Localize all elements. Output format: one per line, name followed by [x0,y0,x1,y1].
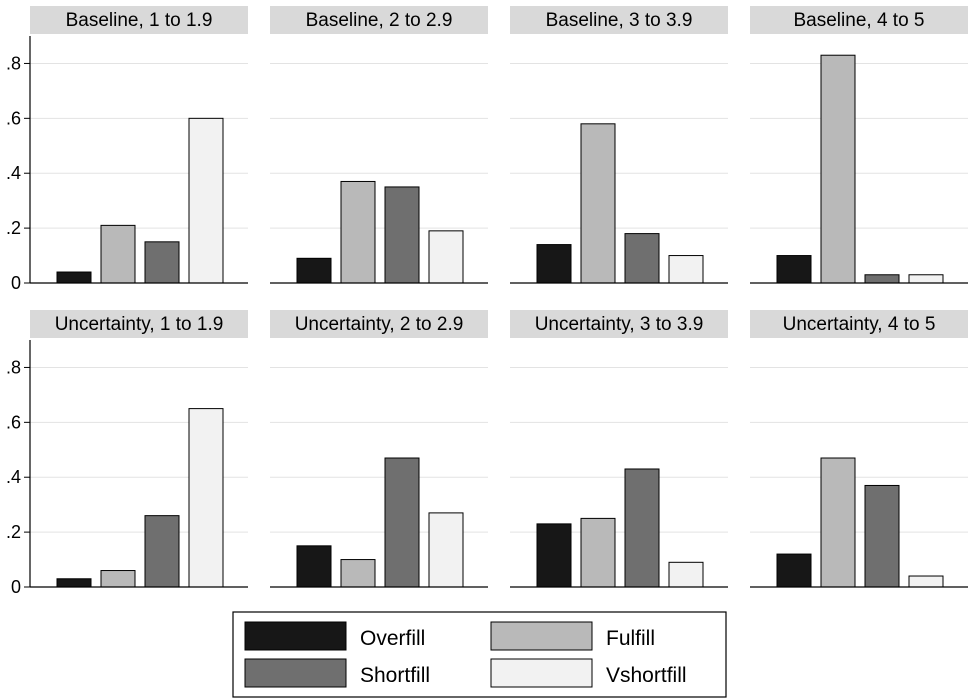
y-tick-label: .2 [6,522,21,542]
legend-swatch-fulfill [490,621,593,651]
panel-3: Baseline, 3 to 3.9 [510,6,728,284]
legend-swatch-vshortfill [490,658,593,688]
bar-vshortfill [908,575,944,588]
bar-overfill [536,244,572,284]
bar-shortfill [144,515,180,588]
y-tick-label: .4 [6,163,21,183]
legend-label-overfill: Overfill [360,627,425,650]
legend-swatch-overfill [244,621,347,651]
bar-fulfill [580,123,616,284]
panel-header [270,310,488,338]
bar-fulfill [340,180,376,284]
bar-shortfill [384,186,420,284]
panel-title: Baseline, 2 to 2.9 [306,10,453,31]
panel-6: Uncertainty, 2 to 2.9 [270,310,488,588]
bar-fulfill [580,517,616,588]
bar-overfill [56,578,92,588]
bar-shortfill [144,241,180,284]
panel-header [30,310,248,338]
bar-vshortfill [428,230,464,284]
bar-overfill [776,255,812,284]
y-tick-label: .6 [6,412,21,432]
panel-2: Baseline, 2 to 2.9 [270,6,488,284]
panel-title: Baseline, 3 to 3.9 [546,10,693,31]
bar-overfill [296,545,332,588]
legend-label-vshortfill: Vshortfill [606,664,687,687]
panel-header [30,6,248,34]
panel-7: Uncertainty, 3 to 3.9 [510,310,728,588]
bar-shortfill [624,468,660,588]
panel-title: Uncertainty, 4 to 5 [783,314,936,335]
bar-vshortfill [188,117,224,284]
panel-header [510,310,728,338]
panel-title: Baseline, 4 to 5 [794,10,925,31]
bar-vshortfill [668,255,704,284]
panel-header [750,6,968,34]
panel-1: Baseline, 1 to 1.9 .8 .6 .4 .2 0 [6,6,248,293]
panel-header [750,310,968,338]
bar-vshortfill [668,561,704,588]
y-tick-label: 0 [11,273,21,293]
legend-label-shortfill: Shortfill [360,664,430,687]
bar-shortfill [624,233,660,284]
bar-vshortfill [428,512,464,588]
bar-shortfill [384,457,420,588]
bar-fulfill [340,559,376,588]
bar-fulfill [820,54,856,284]
y-tick-label: .4 [6,467,21,487]
y-tick-label: 0 [11,577,21,597]
y-tick-label: .2 [6,218,21,238]
y-tick-label: .6 [6,108,21,128]
panel-8: Uncertainty, 4 to 5 [750,310,968,588]
panel-title: Uncertainty, 1 to 1.9 [55,314,224,335]
bar-fulfill [100,570,136,588]
panel-title: Uncertainty, 3 to 3.9 [535,314,704,335]
bar-shortfill [864,484,900,588]
legend-label-fulfill: Fulfill [606,627,655,650]
y-tick-label: .8 [6,53,21,73]
bar-overfill [536,523,572,588]
bar-vshortfill [188,408,224,588]
y-tick-label: .8 [6,357,21,377]
panel-header [270,6,488,34]
bar-overfill [776,553,812,588]
panel-4: Baseline, 4 to 5 [750,6,968,284]
legend: Overfill Fulfill Shortfill Vshortfill [232,611,727,698]
legend-swatch-shortfill [244,658,347,688]
bar-shortfill [864,274,900,284]
panel-5: Uncertainty, 1 to 1.9 .8 .6 .4 .2 0 [6,310,248,597]
bar-fulfill [820,457,856,588]
bar-fulfill [100,224,136,284]
bar-vshortfill [908,274,944,284]
panel-title: Baseline, 1 to 1.9 [66,10,213,31]
panel-title: Uncertainty, 2 to 2.9 [295,314,464,335]
bar-overfill [296,257,332,284]
bar-overfill [56,271,92,284]
panel-header [510,6,728,34]
